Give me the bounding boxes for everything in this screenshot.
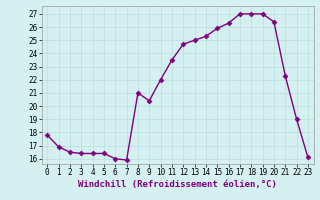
- X-axis label: Windchill (Refroidissement éolien,°C): Windchill (Refroidissement éolien,°C): [78, 180, 277, 189]
